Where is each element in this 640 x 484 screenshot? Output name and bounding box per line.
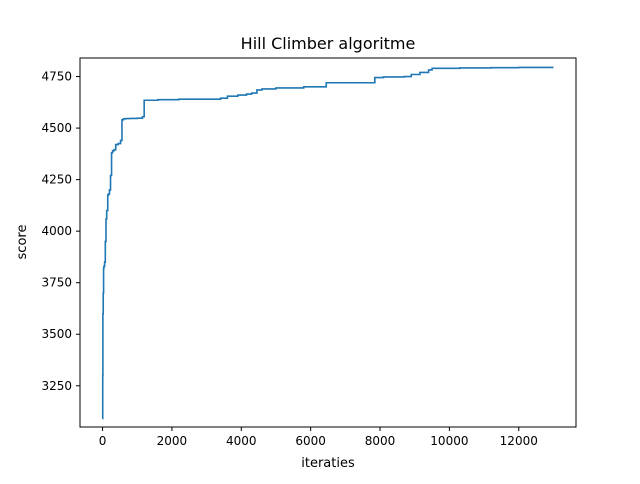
x-tick-label: 12000 — [500, 434, 538, 448]
y-tick-label: 4000 — [41, 224, 72, 238]
y-axis-ticks: 3250 3500 3750 4000 4250 4500 4750 — [41, 70, 80, 393]
x-tick-label: 6000 — [295, 434, 326, 448]
y-tick-label: 3250 — [41, 379, 72, 393]
y-tick-label: 4500 — [41, 121, 72, 135]
score-series-line — [101, 66, 554, 420]
y-tick-label: 3750 — [41, 276, 72, 290]
x-tick-label: 0 — [99, 434, 107, 448]
plot-area — [101, 66, 554, 420]
x-axis-ticks: 0 2000 4000 6000 8000 10000 12000 — [99, 427, 538, 448]
x-tick-label: 8000 — [365, 434, 396, 448]
x-axis-label: iteraties — [301, 456, 355, 471]
axes-frame — [79, 57, 577, 428]
y-tick-label: 4750 — [41, 70, 72, 84]
y-axis-label: score — [15, 225, 30, 260]
y-tick-label: 3500 — [41, 327, 72, 341]
x-tick-label: 2000 — [157, 434, 188, 448]
x-tick-label: 10000 — [430, 434, 468, 448]
x-tick-label: 4000 — [226, 434, 257, 448]
chart-title: Hill Climber algoritme — [241, 34, 416, 53]
y-tick-label: 4250 — [41, 173, 72, 187]
